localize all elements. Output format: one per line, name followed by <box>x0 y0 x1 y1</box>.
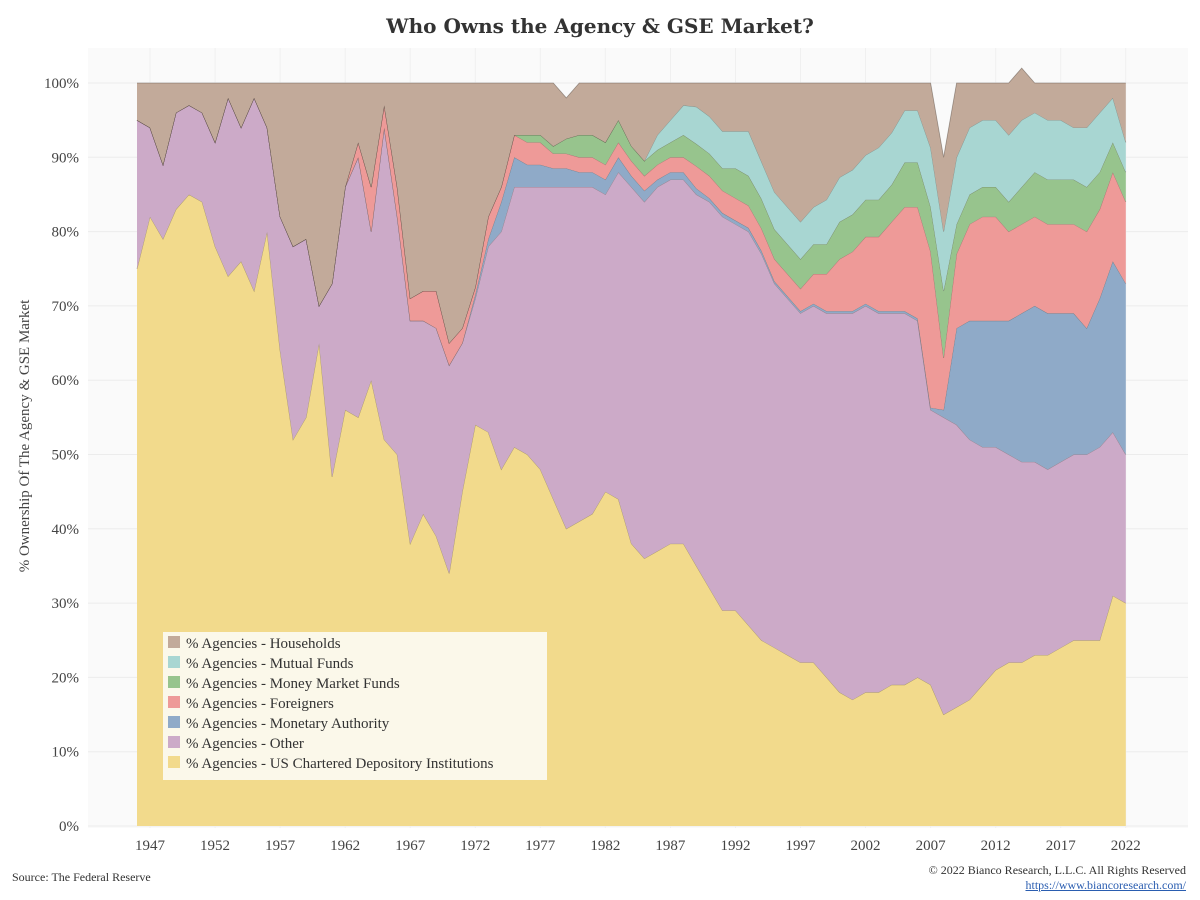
legend-entry: % Agencies - Other <box>186 736 304 752</box>
y-tick-label: 100% <box>44 76 79 92</box>
legend-entry: % Agencies - Mutual Funds <box>186 656 354 672</box>
legend-swatch <box>168 656 180 668</box>
x-tick-label: 1997 <box>786 838 817 854</box>
y-tick-label: 60% <box>52 373 80 389</box>
y-tick-label: 50% <box>52 448 80 464</box>
legend-entry: % Agencies - Households <box>186 636 341 652</box>
y-axis-label: % Ownership Of The Agency & GSE Market <box>17 299 33 572</box>
x-tick-label: 2017 <box>1046 838 1077 854</box>
legend-swatch <box>168 756 180 768</box>
website-link[interactable]: https://www.biancoresearch.com/ <box>1025 878 1186 892</box>
x-tick-label: 1972 <box>460 838 490 854</box>
legend-swatch <box>168 696 180 708</box>
y-tick-label: 30% <box>52 596 80 612</box>
area-edge-6 <box>137 67 1126 158</box>
area-series-6 <box>137 68 1126 344</box>
x-tick-label: 2002 <box>851 838 881 854</box>
x-tick-label: 1952 <box>200 838 230 854</box>
x-tick-label: 1977 <box>525 838 556 854</box>
y-tick-label: 70% <box>52 299 80 315</box>
area-series-1 <box>137 97 1126 715</box>
legend-entry: % Agencies - US Chartered Depository Ins… <box>186 756 494 772</box>
legend: % Agencies - Households % Agencies - Mutu… <box>163 632 547 780</box>
copyright-text: © 2022 Bianco Research, L.L.C. All Right… <box>928 863 1186 877</box>
area-series-4 <box>137 97 1126 358</box>
y-tick-label: 10% <box>52 745 80 761</box>
x-tick-label: 1982 <box>590 838 620 854</box>
y-tick-label: 0% <box>59 819 79 835</box>
legend-swatch <box>168 716 180 728</box>
y-axis-ticks: 0% 10% 20% 30% 40% 50% 60% 70% 80% 90% 100% <box>44 76 79 835</box>
y-tick-label: 80% <box>52 225 80 241</box>
footer-credits: © 2022 Bianco Research, L.L.C. All Right… <box>929 863 1186 893</box>
chart-title: Who Owns the Agency & GSE Market? <box>385 14 814 38</box>
x-tick-label: 1967 <box>395 838 426 854</box>
y-tick-label: 40% <box>52 522 80 538</box>
source-note: Source: The Federal Reserve <box>12 870 151 884</box>
legend-entry: % Agencies - Money Market Funds <box>186 676 400 692</box>
x-tick-label: 1962 <box>330 838 360 854</box>
y-tick-label: 20% <box>52 670 80 686</box>
area-series-5 <box>137 97 1126 344</box>
x-tick-label: 1987 <box>655 838 686 854</box>
y-tick-label: 90% <box>52 150 80 166</box>
area-series-2 <box>137 97 1126 470</box>
x-tick-label: 2012 <box>981 838 1011 854</box>
area-series-3 <box>137 97 1126 410</box>
x-axis-ticks: 1947 1952 1957 1962 1967 1972 1977 1982 1987 1992… <box>135 838 1141 854</box>
legend-entry: % Agencies - Monetary Authority <box>186 716 390 732</box>
legend-entry: % Agencies - Foreigners <box>186 696 334 712</box>
legend-box <box>163 632 547 780</box>
x-tick-label: 1947 <box>135 838 166 854</box>
legend-swatch <box>168 636 180 648</box>
legend-swatch <box>168 676 180 688</box>
x-tick-label: 1992 <box>720 838 750 854</box>
x-tick-label: 2007 <box>916 838 947 854</box>
legend-swatch <box>168 736 180 748</box>
x-tick-label: 1957 <box>265 838 296 854</box>
x-tick-label: 2022 <box>1111 838 1141 854</box>
